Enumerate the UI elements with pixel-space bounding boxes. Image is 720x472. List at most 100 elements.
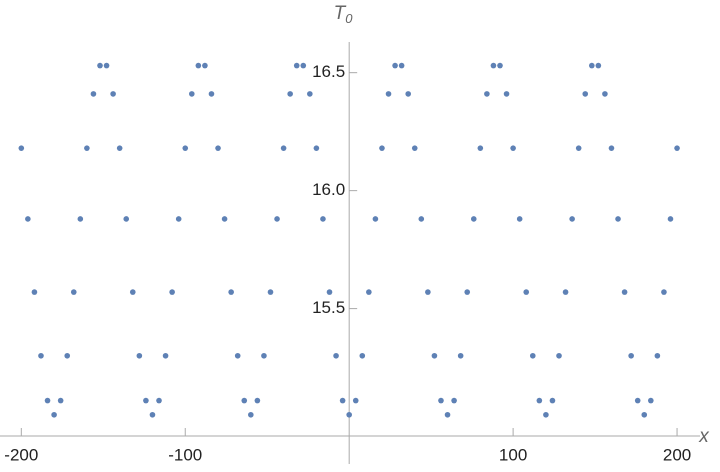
data-point [503, 91, 510, 97]
data-point [621, 289, 628, 295]
data-point [582, 91, 589, 97]
data-point [274, 216, 280, 222]
data-point [110, 91, 116, 97]
data-point [470, 216, 477, 222]
data-point [674, 145, 680, 151]
data-point [254, 397, 261, 404]
data-point [615, 216, 621, 222]
data-point [536, 397, 543, 404]
data-point [261, 352, 267, 359]
y-tick-label: 16.5 [312, 62, 345, 81]
data-point [136, 352, 143, 359]
y-tick-label: 16.0 [312, 180, 345, 199]
data-point [103, 62, 110, 69]
data-point [38, 352, 44, 359]
data-point [444, 411, 451, 418]
data-point [90, 91, 97, 97]
data-point [359, 352, 366, 359]
data-point [149, 411, 156, 418]
data-point [497, 62, 503, 69]
data-point [333, 352, 339, 359]
x-tick-label: 100 [499, 445, 527, 464]
data-point [451, 397, 457, 404]
data-point [182, 145, 189, 151]
data-point [129, 289, 136, 295]
data-point [228, 289, 234, 295]
data-point [208, 91, 215, 97]
data-point [77, 216, 84, 222]
data-point [300, 62, 307, 69]
data-point [195, 62, 202, 69]
data-point [156, 397, 162, 404]
data-point [84, 145, 90, 151]
data-point [307, 91, 313, 97]
data-point [575, 145, 582, 151]
data-point [418, 216, 425, 222]
data-point [628, 352, 634, 359]
x-tick-label: -200 [4, 445, 38, 464]
data-point [169, 289, 175, 295]
x-tick-label: 200 [663, 445, 691, 464]
data-point [385, 91, 392, 97]
data-point [543, 411, 549, 418]
data-point [280, 145, 287, 151]
data-point [490, 62, 497, 69]
data-point [267, 289, 274, 295]
data-point [221, 216, 228, 222]
data-point [654, 352, 661, 359]
data-point [641, 411, 648, 418]
data-point [602, 91, 608, 97]
data-point [57, 397, 64, 404]
data-point [287, 91, 293, 97]
data-point [116, 145, 123, 151]
data-point [510, 145, 516, 151]
data-point [175, 216, 182, 222]
data-point [464, 289, 471, 295]
data-point [549, 397, 556, 404]
data-point [608, 145, 615, 151]
data-point [589, 62, 595, 69]
x-axis-label: x [698, 426, 710, 447]
data-point [667, 216, 674, 222]
data-point [70, 289, 77, 295]
data-point [320, 216, 326, 222]
data-point [346, 411, 352, 418]
data-point [339, 397, 346, 404]
data-point [202, 62, 208, 69]
data-point [64, 352, 71, 359]
data-point [143, 397, 149, 404]
data-point [529, 352, 536, 359]
data-point [634, 397, 641, 404]
data-point [31, 289, 38, 295]
x-tick-label: -100 [168, 445, 202, 464]
data-point [562, 289, 569, 295]
data-point [431, 352, 438, 359]
data-point [97, 62, 103, 69]
data-point [189, 91, 195, 97]
data-point [366, 289, 372, 295]
data-point [215, 145, 221, 151]
data-point [372, 216, 379, 222]
data-point [477, 145, 484, 151]
data-point [241, 397, 248, 404]
data-point [457, 352, 464, 359]
data-point [234, 352, 241, 359]
y-tick-label: 15.5 [312, 298, 345, 317]
data-point [648, 397, 654, 404]
data-point [162, 352, 169, 359]
data-point [352, 397, 359, 404]
data-point [293, 62, 300, 69]
data-point [398, 62, 405, 69]
y-axis-label-base: T [334, 3, 347, 24]
data-point [25, 216, 31, 222]
data-point [595, 62, 602, 69]
data-point [411, 145, 418, 151]
data-point [123, 216, 130, 222]
data-point [18, 145, 25, 151]
data-point [313, 145, 320, 151]
data-point [569, 216, 575, 222]
data-point [438, 397, 444, 404]
data-point [523, 289, 530, 295]
data-point [379, 145, 385, 151]
